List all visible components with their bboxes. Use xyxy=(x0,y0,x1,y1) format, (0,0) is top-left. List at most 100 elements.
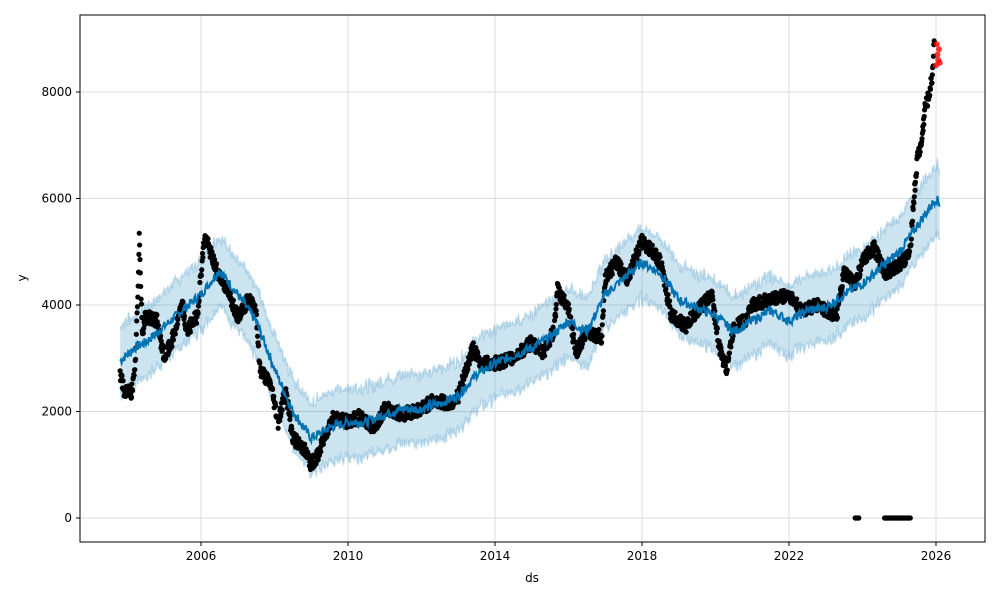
actual-point xyxy=(909,218,916,224)
actual-point xyxy=(618,261,624,267)
uncertainty-band-fill xyxy=(120,158,940,478)
x-tick-label: 2026 xyxy=(921,549,952,563)
actual-point xyxy=(927,86,934,92)
actual-point xyxy=(211,256,218,263)
actual-point xyxy=(287,413,293,419)
actual-point xyxy=(921,121,927,128)
actual-point xyxy=(927,92,933,98)
actual-point xyxy=(155,322,161,328)
actual-point xyxy=(709,289,715,295)
actual-point xyxy=(210,253,217,259)
actual-point xyxy=(553,313,559,320)
actual-point xyxy=(271,393,277,399)
actual-point xyxy=(289,426,295,432)
actual-point xyxy=(551,317,558,324)
actual-point xyxy=(287,416,293,423)
actual-point xyxy=(714,330,720,336)
future-actual-point xyxy=(933,41,940,48)
y-tick-label: 8000 xyxy=(41,85,72,99)
actual-point xyxy=(138,296,144,302)
actual-point xyxy=(920,128,926,134)
actual-point xyxy=(599,333,605,339)
actual-point xyxy=(649,242,655,248)
actual-point xyxy=(275,425,281,431)
actual-point xyxy=(359,410,365,416)
actual-point xyxy=(283,386,289,392)
actual-point xyxy=(929,80,935,86)
actual-point xyxy=(666,298,673,304)
future-actual-point xyxy=(936,59,943,66)
actual-point xyxy=(636,248,642,254)
actual-point xyxy=(911,200,917,206)
actual-point xyxy=(568,314,574,320)
actual-point xyxy=(117,368,123,374)
y-axis-label: y xyxy=(15,274,29,281)
actual-point xyxy=(726,355,732,361)
actual-point xyxy=(709,293,716,299)
actual-point xyxy=(726,350,733,356)
actual-point xyxy=(315,457,321,463)
x-tick-label: 2022 xyxy=(774,549,805,563)
actual-point xyxy=(598,339,605,346)
lower-bound-line xyxy=(119,230,941,479)
actual-point xyxy=(908,242,914,248)
actual-point xyxy=(172,331,178,337)
future-actual-point xyxy=(934,51,941,58)
axis-ticks: 2006 2010 2014 2018 2022 2026 0 2000 4000 6000 800… xyxy=(41,85,951,563)
actual-point xyxy=(665,292,671,298)
actual-point xyxy=(154,312,160,318)
actual-point xyxy=(137,242,143,248)
actual-point xyxy=(724,367,730,373)
actual-point xyxy=(174,321,181,327)
actual-point xyxy=(561,292,567,299)
actual-point xyxy=(296,435,302,442)
actual-point xyxy=(181,313,188,319)
actual-point xyxy=(634,256,640,262)
x-tick-label: 2018 xyxy=(627,549,658,563)
actual-point xyxy=(193,320,200,326)
actual-point xyxy=(475,349,481,356)
actual-point xyxy=(722,354,728,360)
actual-point xyxy=(917,149,923,155)
actual-point xyxy=(565,301,572,307)
actual-point xyxy=(230,297,236,303)
actual-point xyxy=(906,248,913,254)
actual-point xyxy=(136,230,142,236)
y-tick-label: 6000 xyxy=(41,192,72,206)
actual-point xyxy=(142,322,148,328)
actual-point xyxy=(180,299,186,305)
upper-bound-line xyxy=(119,158,941,408)
actual-point xyxy=(834,306,840,312)
actual-point xyxy=(553,306,559,312)
x-axis-label: ds xyxy=(525,571,539,585)
actual-point xyxy=(170,337,177,343)
future-actual-point xyxy=(935,46,942,53)
actual-point xyxy=(569,325,576,332)
actual-point xyxy=(133,331,139,337)
y-tick-label: 0 xyxy=(64,511,72,525)
actual-point xyxy=(318,449,324,455)
actual-point xyxy=(208,245,214,251)
actual-point xyxy=(195,303,202,309)
actual-point xyxy=(254,333,261,339)
actual-point xyxy=(794,296,800,302)
actual-point xyxy=(547,342,553,348)
actual-point xyxy=(553,301,559,308)
actual-point xyxy=(134,304,141,310)
y-tick-label: 2000 xyxy=(41,405,72,419)
actual-point xyxy=(465,366,471,373)
actual-point xyxy=(279,407,285,413)
actual-point xyxy=(600,312,606,318)
actual-point xyxy=(119,373,125,379)
actual-point xyxy=(205,236,211,242)
actual-point xyxy=(929,72,935,78)
actual-point xyxy=(672,309,678,315)
actual-point xyxy=(908,236,914,242)
actual-point xyxy=(728,344,734,350)
actual-point xyxy=(132,356,139,362)
actual-point xyxy=(542,353,548,359)
actual-point xyxy=(466,361,472,367)
actual-point xyxy=(924,103,931,109)
